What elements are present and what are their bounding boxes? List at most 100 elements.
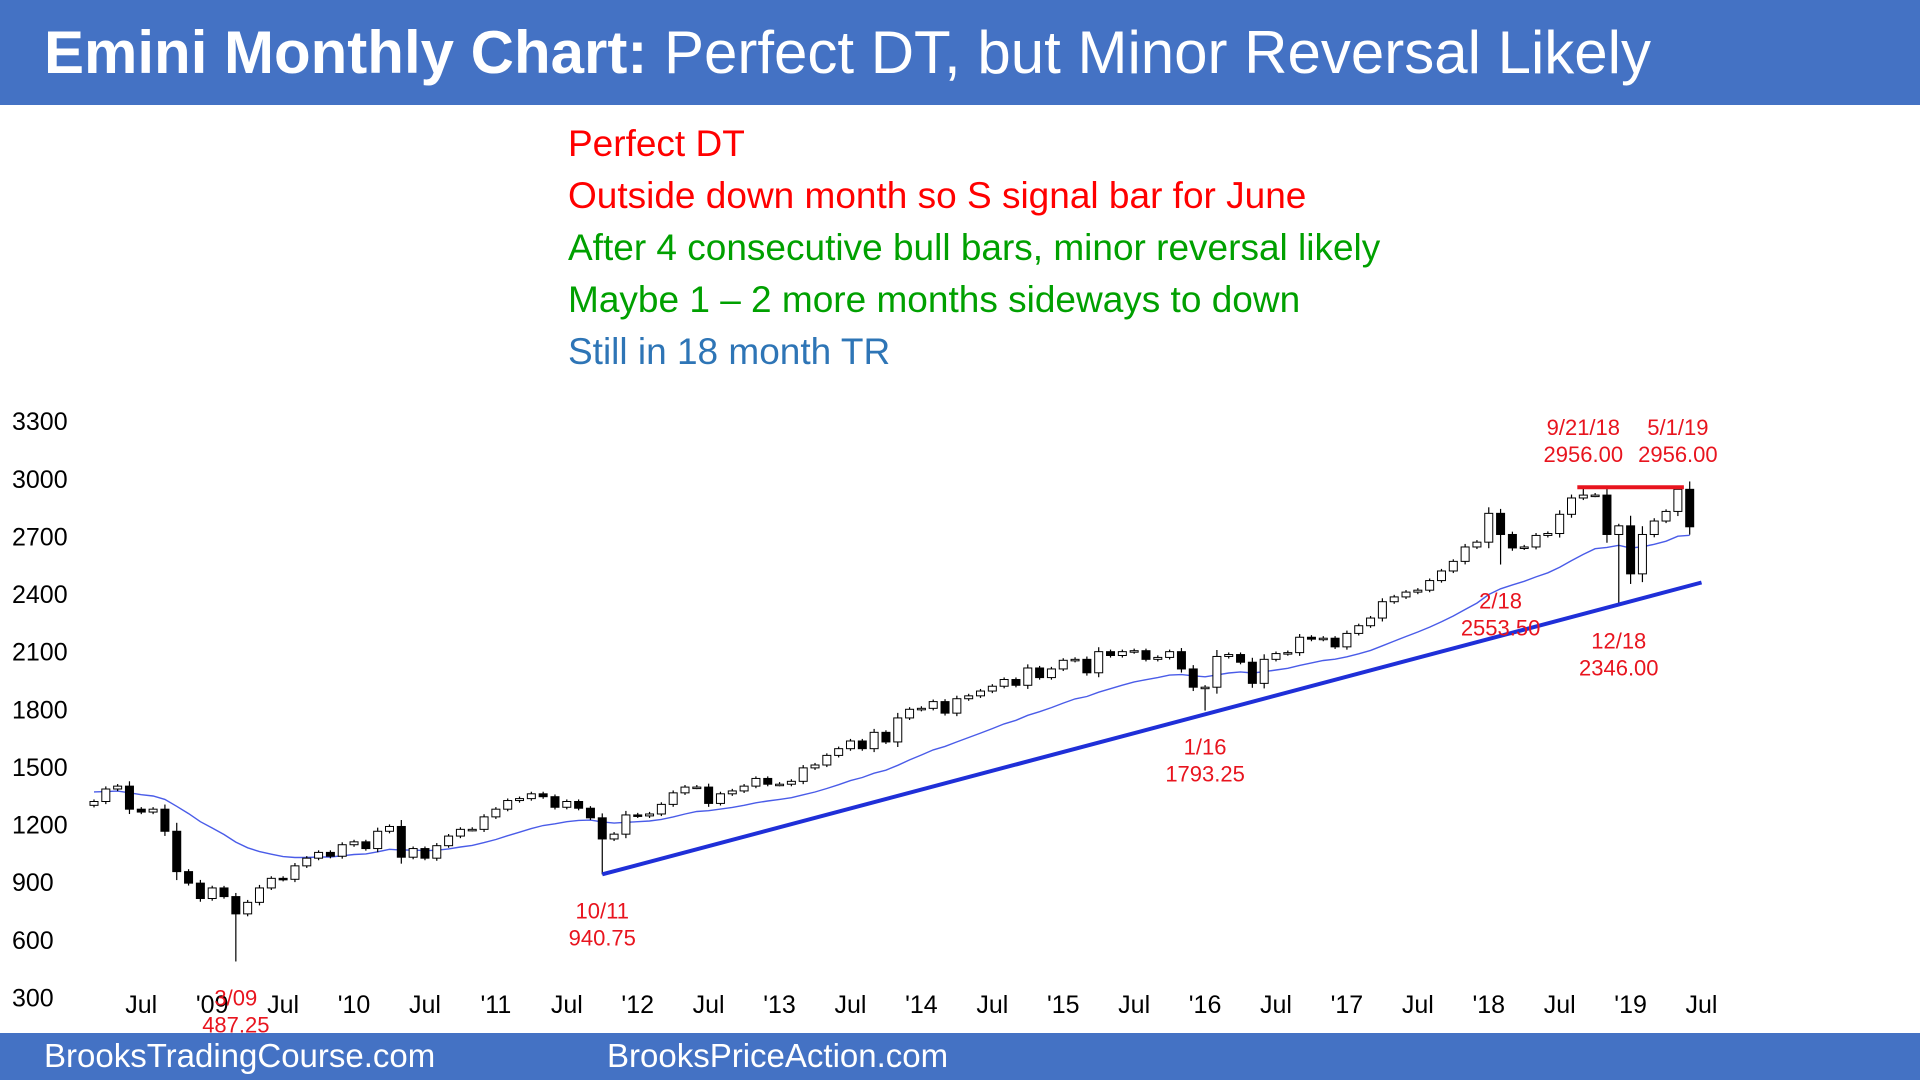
x-tick-label: Jul bbox=[1260, 991, 1292, 1019]
candle-body bbox=[385, 825, 394, 832]
candle-body bbox=[491, 808, 501, 818]
footer-right-link[interactable]: BrooksPriceAction.com bbox=[607, 1037, 949, 1074]
candle-body bbox=[597, 817, 607, 840]
footer-left-link[interactable]: BrooksTradingCourse.com bbox=[44, 1037, 436, 1074]
candle-body bbox=[1318, 637, 1328, 641]
candle-body bbox=[113, 785, 123, 790]
candle-body bbox=[1342, 632, 1352, 648]
candle-body bbox=[834, 748, 844, 756]
candle-body bbox=[1401, 591, 1411, 598]
candle-body bbox=[538, 793, 548, 798]
bull-trend-line bbox=[601, 580, 1703, 877]
y-tick-label: 3300 bbox=[12, 408, 68, 436]
candle-body bbox=[1212, 655, 1222, 688]
candle-body bbox=[1578, 494, 1588, 499]
x-tick-label: '18 bbox=[1472, 991, 1505, 1019]
candle-body bbox=[503, 800, 513, 810]
monthly-candlestick-chart: 300 600 900 1200 1500 1800 2100 2400 2700 3000 330… bbox=[12, 408, 1718, 1033]
candle-body bbox=[916, 707, 926, 711]
y-tick-label: 900 bbox=[12, 869, 54, 897]
candle-body bbox=[325, 851, 335, 857]
candle-body bbox=[1259, 658, 1269, 684]
y-tick-label: 2100 bbox=[12, 639, 68, 667]
annotation-price: 2553.50 bbox=[1461, 616, 1541, 641]
y-tick-label: 3000 bbox=[12, 466, 68, 494]
candle-body bbox=[1590, 494, 1600, 498]
x-tick-label: '09 bbox=[196, 991, 229, 1019]
x-tick-label: '12 bbox=[621, 991, 654, 1019]
annotation-price: 2956.00 bbox=[1544, 442, 1624, 467]
candle-body bbox=[290, 865, 300, 880]
candle-body bbox=[1094, 651, 1104, 674]
candle-body bbox=[124, 785, 134, 810]
candle-body bbox=[562, 800, 572, 808]
candle-body bbox=[786, 780, 796, 785]
candle-body bbox=[1519, 546, 1529, 549]
note-line: Still in 18 month TR bbox=[568, 331, 891, 372]
candle-body bbox=[1626, 525, 1636, 575]
candle-body bbox=[905, 708, 915, 719]
candle-body bbox=[396, 825, 406, 858]
candle-body bbox=[656, 803, 666, 815]
x-tick-label: '19 bbox=[1614, 991, 1647, 1019]
candle-body bbox=[1661, 510, 1671, 522]
candle-body bbox=[550, 796, 560, 808]
candle-body bbox=[1176, 651, 1186, 670]
candle-body bbox=[1106, 651, 1116, 657]
candle-body bbox=[349, 841, 359, 846]
candle-body bbox=[1649, 520, 1659, 535]
candle-body bbox=[1224, 654, 1234, 657]
annotation-date: 12/18 bbox=[1591, 628, 1646, 653]
candle-body bbox=[1496, 512, 1506, 535]
candle-body bbox=[1011, 679, 1021, 686]
candle-body bbox=[715, 793, 725, 804]
candle-body bbox=[243, 901, 253, 915]
candle-body bbox=[444, 835, 454, 847]
candle-body bbox=[822, 754, 832, 766]
candle-body bbox=[373, 830, 383, 850]
note-line: Maybe 1 – 2 more months sideways to down bbox=[568, 279, 1301, 320]
candle-body bbox=[999, 679, 1009, 687]
candle-body bbox=[1058, 659, 1068, 670]
commentary-notes: Perfect DT Outside down month so S signa… bbox=[568, 118, 1380, 378]
x-tick-label: '10 bbox=[338, 991, 371, 1019]
candle-body bbox=[751, 777, 761, 787]
title-bold: Emini Monthly Chart: bbox=[44, 19, 648, 86]
annotation-date: 5/1/19 bbox=[1647, 415, 1708, 440]
footer-bar: BrooksTradingCourse.com BrooksPriceActio… bbox=[0, 1033, 1920, 1080]
candle-body bbox=[455, 828, 465, 837]
candle-body bbox=[739, 785, 749, 792]
candle-body bbox=[1389, 596, 1399, 603]
candle-body bbox=[645, 813, 655, 817]
candle-body bbox=[1141, 650, 1151, 660]
candle-body bbox=[1460, 546, 1470, 562]
candle-body bbox=[845, 740, 855, 750]
title-bar: Emini Monthly Chart: Perfect DT, but Min… bbox=[0, 0, 1920, 105]
candle-body bbox=[101, 788, 111, 802]
candle-body bbox=[337, 844, 347, 857]
candle-body bbox=[1555, 513, 1565, 535]
y-tick-label: 2700 bbox=[12, 523, 68, 551]
candle-body bbox=[1247, 661, 1257, 684]
y-tick-label: 300 bbox=[12, 984, 54, 1012]
candle-body bbox=[928, 701, 938, 709]
candle-body bbox=[1614, 525, 1624, 535]
candle-body bbox=[1637, 533, 1647, 575]
candle-body bbox=[1117, 651, 1127, 657]
candle-body bbox=[585, 807, 595, 819]
note-line: Outside down month so S signal bar for J… bbox=[568, 175, 1307, 216]
candle-body bbox=[1023, 667, 1033, 686]
candle-body bbox=[704, 786, 714, 804]
candle-body bbox=[574, 800, 584, 809]
candle-body bbox=[136, 808, 146, 813]
candle-body bbox=[857, 740, 867, 750]
candle-body bbox=[302, 857, 312, 867]
annotation-price: 2956.00 bbox=[1638, 442, 1718, 467]
annotation-date: 10/11 bbox=[576, 898, 629, 923]
candle-body bbox=[1165, 651, 1175, 658]
annotation-price: 487.25 bbox=[202, 1012, 269, 1033]
candle-body bbox=[408, 848, 418, 858]
candle-body bbox=[515, 798, 525, 802]
candle-body bbox=[1425, 580, 1435, 591]
x-tick-label: '17 bbox=[1331, 991, 1364, 1019]
